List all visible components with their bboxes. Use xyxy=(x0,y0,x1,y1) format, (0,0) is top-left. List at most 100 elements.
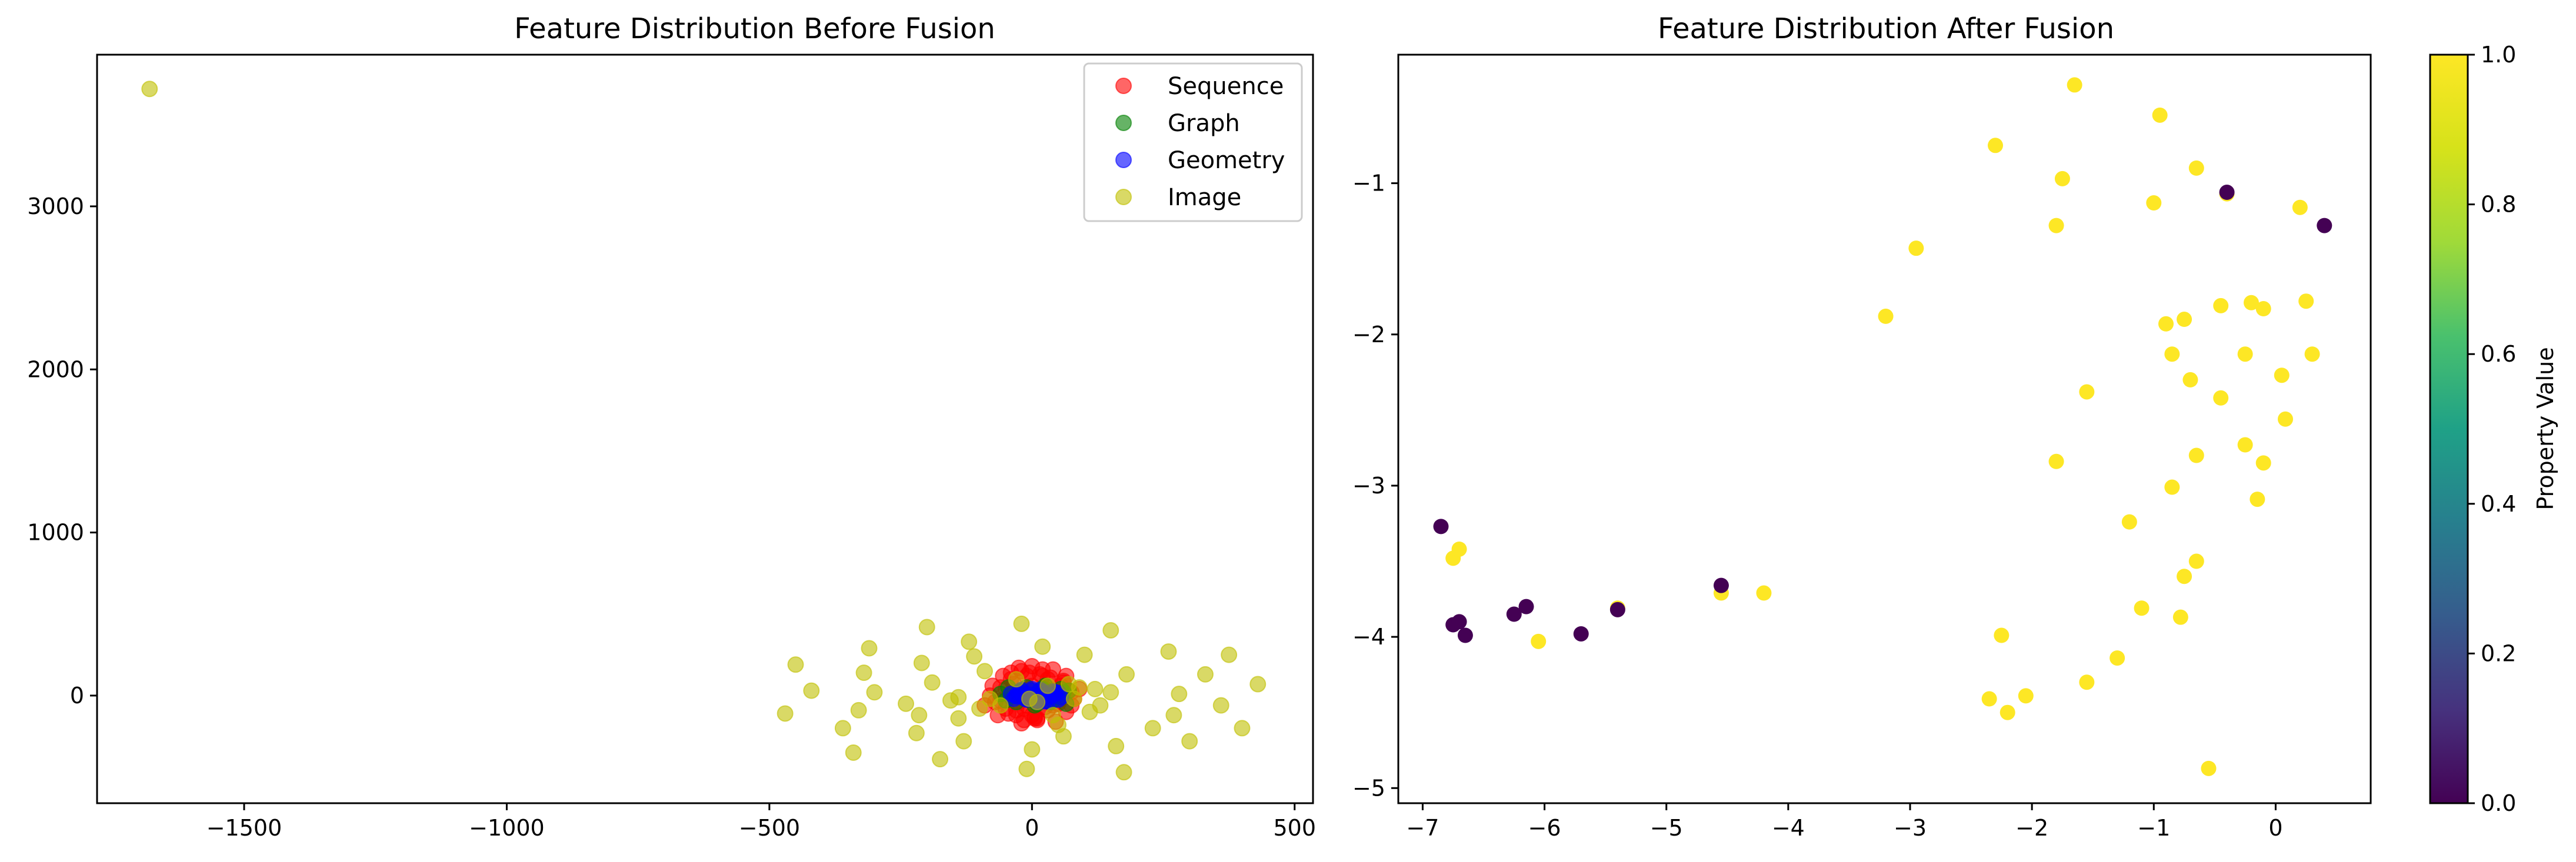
right-xtick-label: −4 xyxy=(1772,815,1805,841)
colorbar-ticks: 0.0 0.2 0.4 0.6 0.8 1.0 xyxy=(2468,42,2516,816)
chart-right-frame xyxy=(1397,54,2372,804)
fused-point-value-1 xyxy=(1908,240,1924,256)
fused-point-value-1 xyxy=(2067,77,2082,93)
fused-point-value-0 xyxy=(1433,519,1449,534)
image-point xyxy=(966,648,983,665)
image-point xyxy=(1081,703,1098,720)
fused-point-value-1 xyxy=(2110,650,2125,666)
fused-point-value-1 xyxy=(1531,633,1547,649)
image-point xyxy=(976,663,993,680)
right-ytick-label: −1 xyxy=(1352,171,1385,196)
left-x-axis: −1500 −1000 −500 0 500 xyxy=(206,803,1316,841)
fused-point-value-1 xyxy=(1988,138,2003,153)
fused-point-value-1 xyxy=(2134,600,2150,616)
image-point xyxy=(950,689,967,706)
legend-label-graph: Graph xyxy=(1168,110,1240,137)
image-point xyxy=(1212,697,1229,714)
fused-point-value-1 xyxy=(2164,479,2180,495)
image-point xyxy=(1039,677,1057,694)
image-point xyxy=(924,674,941,691)
image-point xyxy=(845,744,862,761)
fused-point-value-1 xyxy=(2188,160,2204,176)
right-xtick-label: 0 xyxy=(2268,815,2282,841)
fused-point-value-1 xyxy=(2121,514,2137,530)
fused-point-value-1 xyxy=(1451,541,1467,557)
legend-label-sequence: Sequence xyxy=(1168,73,1284,100)
colorbar: 0.0 0.2 0.4 0.6 0.8 1.0 Property Value xyxy=(2429,42,2558,816)
fused-point-value-1 xyxy=(2177,312,2192,328)
right-xtick-label: −3 xyxy=(1894,815,1927,841)
colorbar-tick-label: 0.4 xyxy=(2481,491,2516,517)
colorbar-label: Property Value xyxy=(2532,347,2558,510)
fused-point-value-1 xyxy=(2146,195,2162,211)
right-xtick-label: −6 xyxy=(1528,815,1561,841)
image-point xyxy=(1102,684,1119,701)
fused-point-value-1 xyxy=(2201,760,2217,776)
image-point xyxy=(1234,720,1251,737)
fused-point-value-0 xyxy=(2317,218,2332,233)
colorbar-tick-label: 1.0 xyxy=(2481,42,2516,68)
legend-box xyxy=(1083,62,1303,222)
image-point xyxy=(777,705,794,722)
left-xtick-label: −1500 xyxy=(206,815,282,841)
legend-marker-image xyxy=(1115,189,1132,205)
legend-label-image: Image xyxy=(1168,184,1241,211)
image-point xyxy=(1087,680,1104,697)
fused-point-value-1 xyxy=(2278,411,2293,427)
right-ytick-label: −3 xyxy=(1352,473,1385,499)
image-point xyxy=(1018,760,1035,777)
left-xtick-label: −1000 xyxy=(469,815,545,841)
image-point xyxy=(961,633,978,650)
image-point xyxy=(850,701,867,719)
fused-point-value-1 xyxy=(2177,569,2192,584)
left-ytick-label: 1000 xyxy=(27,520,84,546)
image-point xyxy=(1108,737,1125,754)
image-point xyxy=(1181,733,1198,750)
right-xtick-label: −5 xyxy=(1650,815,1683,841)
chart-left-frame xyxy=(96,54,1314,804)
image-point xyxy=(1144,720,1161,737)
image-point xyxy=(1165,707,1182,724)
legend: Sequence Graph Geometry Image xyxy=(1083,62,1303,222)
fused-point-value-1 xyxy=(2244,295,2259,310)
image-point xyxy=(911,707,928,724)
fused-point-value-1 xyxy=(2000,704,2015,720)
image-point xyxy=(1076,646,1093,663)
fused-point-value-1 xyxy=(2304,346,2320,362)
fused-point-value-1 xyxy=(2152,107,2168,123)
fused-point-value-1 xyxy=(2237,346,2253,362)
colorbar-tick-label: 0.0 xyxy=(2481,790,2516,816)
image-point xyxy=(787,656,804,673)
left-y-axis: 0 1000 2000 3000 xyxy=(27,193,97,709)
fused-point-value-1 xyxy=(2182,372,2198,387)
fused-point-value-1 xyxy=(2048,218,2064,233)
fused-point-value-0 xyxy=(1451,614,1467,630)
image-point xyxy=(1071,679,1088,696)
fused-point-value-1 xyxy=(2018,688,2034,704)
image-point xyxy=(1160,643,1177,660)
image-point xyxy=(1013,615,1030,632)
image-point xyxy=(1049,716,1067,733)
fused-point-value-1 xyxy=(2054,171,2070,186)
fused-point-value-0 xyxy=(1506,606,1522,622)
right-points xyxy=(1433,77,2332,776)
right-y-axis: −5 −4 −3 −2 −1 xyxy=(1352,171,1398,801)
image-point xyxy=(950,710,967,727)
left-xtick-label: −500 xyxy=(739,815,800,841)
image-point xyxy=(908,724,925,741)
fused-point-value-1 xyxy=(1878,308,1894,324)
image-point xyxy=(1008,671,1025,688)
fused-point-value-1 xyxy=(2158,316,2174,332)
fused-point-value-1 xyxy=(2079,674,2095,690)
image-point xyxy=(1197,666,1214,683)
image-point xyxy=(913,654,930,671)
chart-right-title: Feature Distribution After Fusion xyxy=(1658,12,2114,45)
fused-point-value-1 xyxy=(2292,199,2308,215)
fused-point-value-1 xyxy=(2255,301,2271,317)
image-point xyxy=(1118,666,1135,683)
fused-point-value-1 xyxy=(2164,346,2180,362)
fused-point-value-0 xyxy=(1457,627,1473,643)
image-point xyxy=(1221,646,1238,663)
image-point xyxy=(1171,686,1188,703)
image-point xyxy=(855,664,872,681)
